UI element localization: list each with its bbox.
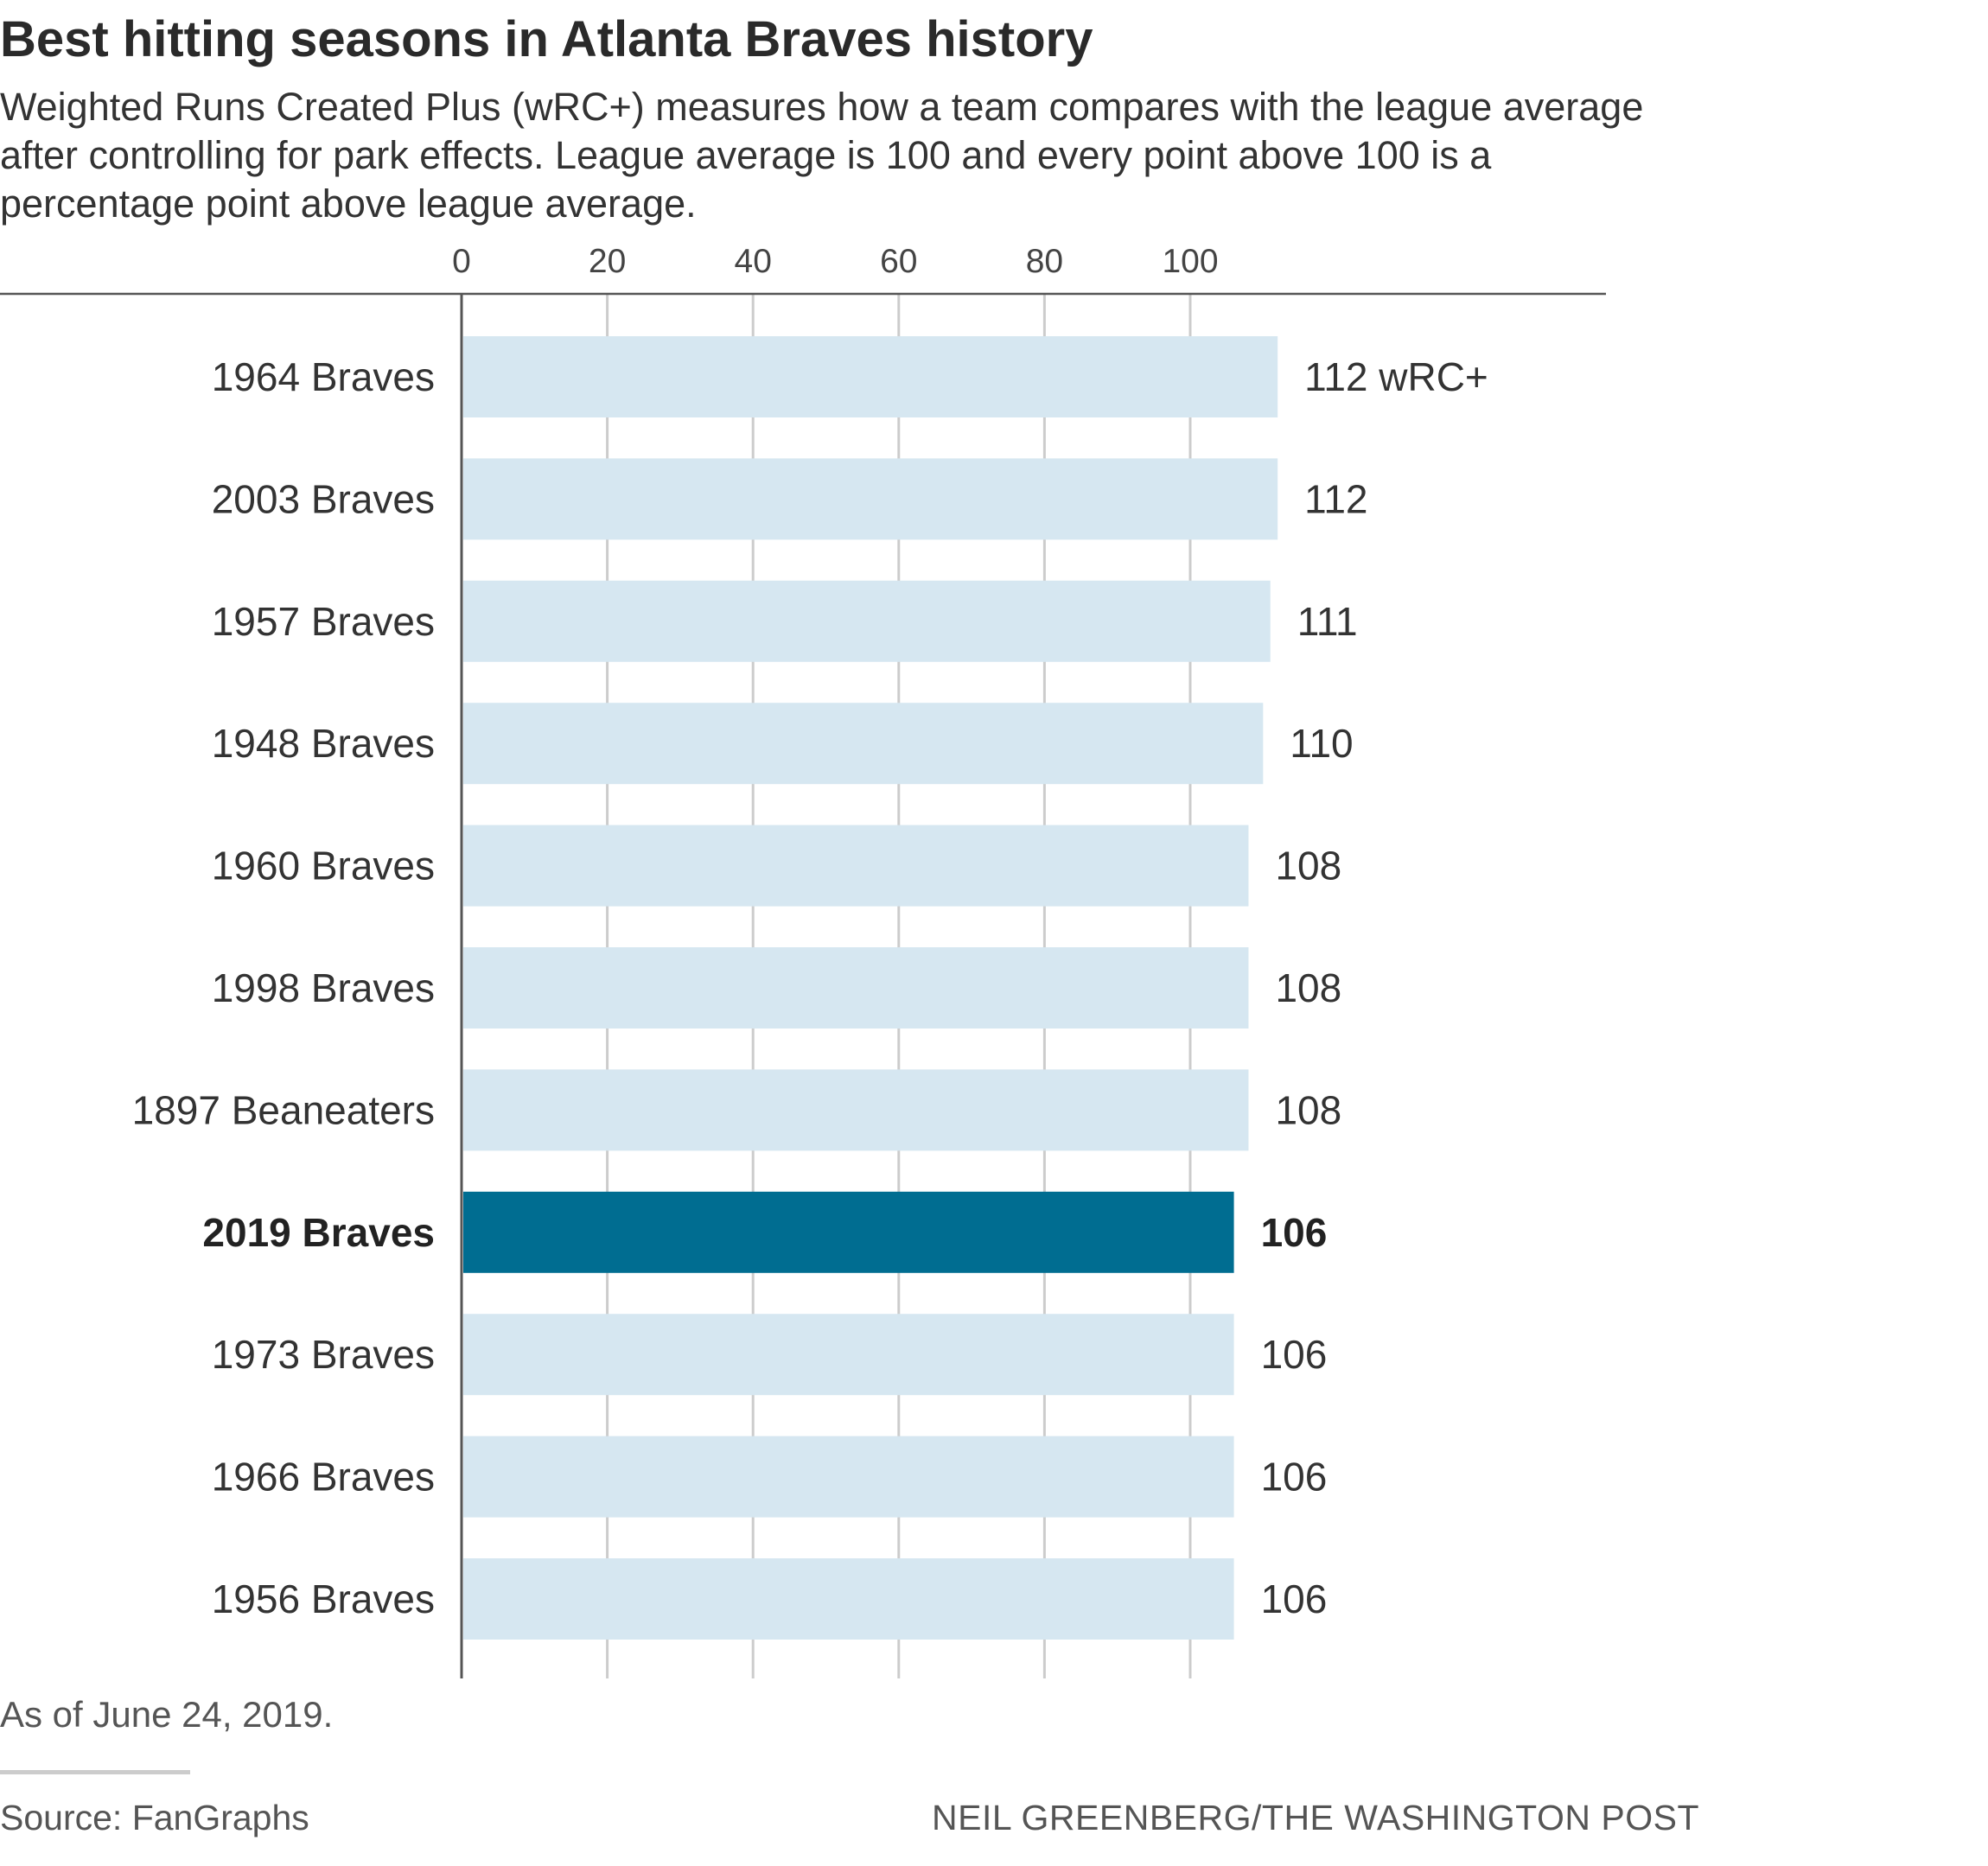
x-tick-label: 80	[1026, 243, 1063, 280]
bar	[463, 1314, 1234, 1396]
bar	[463, 1436, 1234, 1518]
axes	[0, 292, 1606, 1678]
category-label: 1957 Braves	[212, 599, 435, 644]
value-label: 112 wRC+	[1304, 354, 1488, 399]
value-label: 111	[1297, 599, 1358, 644]
category-label: 1956 Braves	[212, 1576, 435, 1621]
category-label: 1973 Braves	[212, 1332, 435, 1377]
value-label: 112	[1304, 476, 1367, 521]
bar	[463, 1558, 1234, 1640]
x-tick-label: 20	[589, 243, 626, 280]
category-label: 1897 Beaneaters	[132, 1087, 435, 1132]
value-label: 108	[1275, 965, 1341, 1010]
bars	[463, 336, 1278, 1640]
chart-title: Best hitting seasons in Atlanta Braves h…	[0, 11, 1093, 67]
category-label: 1960 Braves	[212, 844, 435, 888]
bar	[463, 336, 1278, 417]
category-label: 2019 Braves	[202, 1210, 435, 1255]
bar	[463, 947, 1249, 1029]
bar	[463, 703, 1264, 785]
source-credit: Source: FanGraphs	[0, 1798, 309, 1837]
bar-chart: 0 20 40 60 80 100 1964 Braves 112 wRC+ 2003 Brav…	[0, 243, 1606, 1678]
x-tick-label: 0	[452, 243, 471, 280]
category-label: 2003 Braves	[212, 476, 435, 521]
value-label: 110	[1290, 721, 1353, 766]
x-tick-label: 100	[1162, 243, 1218, 280]
author-credit: NEIL GREENBERG/THE WASHINGTON POST	[932, 1798, 1699, 1837]
category-label: 1966 Braves	[212, 1455, 435, 1500]
bar	[463, 825, 1249, 907]
value-label: 106	[1261, 1455, 1328, 1500]
bar	[463, 458, 1278, 540]
value-label: 108	[1275, 844, 1341, 888]
footer-divider	[0, 1770, 190, 1774]
category-label: 1964 Braves	[212, 354, 435, 399]
x-tick-label: 40	[735, 243, 772, 280]
value-label: 106	[1261, 1576, 1328, 1621]
value-label: 108	[1275, 1087, 1341, 1132]
bar	[463, 1069, 1249, 1151]
bar-highlight	[463, 1191, 1234, 1273]
bar	[463, 580, 1271, 662]
chart-subtitle: Weighted Runs Created Plus (wRC+) measur…	[0, 85, 1644, 226]
footnote: As of June 24, 2019.	[0, 1694, 334, 1735]
x-tick-label: 60	[880, 243, 917, 280]
value-label: 106	[1261, 1332, 1328, 1377]
labels: 0 20 40 60 80 100 1964 Braves 112 wRC+ 2003 Brav…	[132, 243, 1488, 1621]
category-label: 1998 Braves	[212, 965, 435, 1010]
category-label: 1948 Braves	[212, 721, 435, 766]
value-label: 106	[1261, 1210, 1328, 1255]
